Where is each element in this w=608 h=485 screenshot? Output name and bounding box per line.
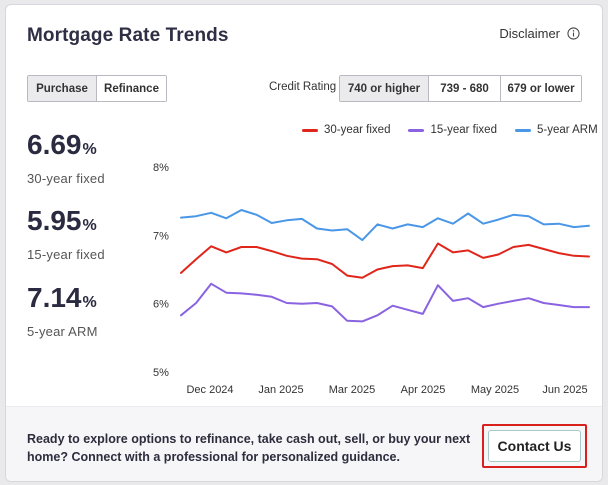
x-tick-label: Jun 2025 (542, 384, 587, 396)
x-tick-label: Dec 2024 (186, 384, 233, 396)
tab-purchase[interactable]: Purchase (28, 76, 97, 101)
series-line-15-year-fixed[interactable] (180, 282, 590, 323)
legend-label: 30-year fixed (324, 124, 391, 136)
rate-label: 30-year fixed (27, 171, 105, 186)
rate-label: 5-year ARM (27, 324, 98, 339)
x-tick-label: Mar 2025 (329, 384, 375, 396)
y-tick-label: 6% (153, 299, 169, 311)
footer-cta: Ready to explore options to refinance, t… (6, 406, 602, 481)
contact-highlight: Contact Us (482, 424, 587, 468)
legend-label: 5-year ARM (536, 124, 598, 136)
credit-option-739-680[interactable]: 739 - 680 (429, 76, 501, 101)
rate-value: 5.95% (27, 206, 105, 241)
rate-number: 6.69 (27, 129, 82, 160)
x-tick-label: May 2025 (471, 384, 519, 396)
legend-swatch (408, 128, 425, 132)
stat-5-year-arm: 7.14% 5-year ARM (27, 283, 98, 340)
chart-legend: 30-year fixed 15-year fixed 5-year ARM (302, 124, 598, 136)
disclaimer-link[interactable]: Disclaimer (499, 26, 580, 41)
legend-swatch (514, 128, 531, 132)
credit-rating-label: Credit Rating (269, 81, 337, 93)
series-line-5-year-arm[interactable] (180, 209, 590, 242)
y-tick-label: 5% (153, 367, 169, 379)
rate-label: 15-year fixed (27, 247, 105, 262)
rate-trend-chart: 8% 7% 6% 5% Dec 2024 Jan 2025 Mar 2025 Apr 2025… (153, 162, 590, 396)
legend-swatch (302, 128, 318, 132)
stat-30-year-fixed: 6.69% 30-year fixed (27, 130, 105, 187)
legend-item-30-year-fixed[interactable]: 30-year fixed (302, 124, 390, 136)
footer-text: Ready to explore options to refinance, t… (27, 432, 471, 464)
x-tick-label: Apr 2025 (401, 384, 446, 396)
rate-unit: % (82, 141, 97, 158)
info-circle-icon[interactable] (567, 27, 580, 40)
tab-refinance[interactable]: Refinance (97, 76, 166, 101)
purpose-toggle: Purchase Refinance (27, 75, 167, 102)
rate-value: 6.69% (27, 130, 105, 165)
credit-option-679-or-lower[interactable]: 679 or lower (501, 76, 581, 101)
page-title: Mortgage Rate Trends (27, 25, 229, 46)
disclaimer-label: Disclaimer (499, 26, 560, 41)
series-line-30-year-fixed[interactable] (180, 242, 590, 279)
x-tick-label: Jan 2025 (258, 384, 303, 396)
contact-us-button[interactable]: Contact Us (488, 430, 581, 462)
y-tick-label: 7% (153, 230, 169, 242)
legend-item-5-year-arm[interactable]: 5-year ARM (514, 124, 598, 136)
credit-rating-toggle: 740 or higher 739 - 680 679 or lower (339, 75, 582, 102)
mortgage-rate-card: Mortgage Rate Trends Disclaimer Purchase… (5, 4, 603, 482)
legend-label: 15-year fixed (430, 124, 497, 136)
rate-number: 5.95 (27, 205, 82, 236)
rate-unit: % (82, 217, 97, 234)
y-tick-label: 8% (153, 162, 169, 174)
legend-item-15-year-fixed[interactable]: 15-year fixed (408, 124, 497, 136)
rate-unit: % (82, 294, 97, 311)
stat-15-year-fixed: 5.95% 15-year fixed (27, 206, 105, 263)
rate-number: 7.14 (27, 282, 82, 313)
credit-option-740-or-higher[interactable]: 740 or higher (340, 76, 429, 101)
rate-value: 7.14% (27, 283, 98, 318)
